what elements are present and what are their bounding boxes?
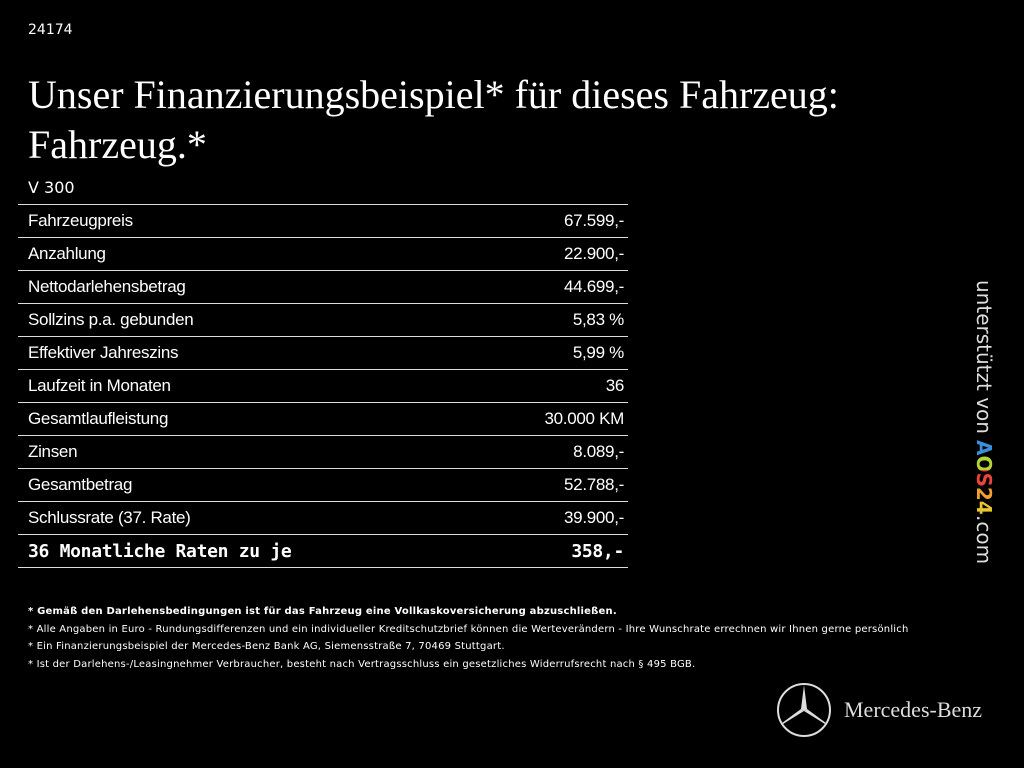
logo: Mercedes-Benz <box>776 682 982 738</box>
sidebar: unterstützt von AOS24.com <box>972 280 996 564</box>
row-value: 358,- <box>571 540 624 562</box>
table-row: Anzahlung 22.900,- <box>18 238 628 271</box>
listing-id: 24174 <box>28 22 73 38</box>
table-row: Zinsen 8.089,- <box>18 436 628 469</box>
row-value: 39.900,- <box>564 508 624 527</box>
logo-text: Mercedes-Benz <box>844 697 983 722</box>
row-label: Laufzeit in Monaten <box>28 376 171 395</box>
row-label: Fahrzeugpreis <box>28 211 133 230</box>
row-label: 36 Monatliche Raten zu je <box>28 540 292 562</box>
row-label: Nettodarlehensbetrag <box>28 277 186 296</box>
brand: AOS24 <box>972 440 996 516</box>
table-row: Fahrzeugpreis 67.599,- <box>18 205 628 238</box>
title-line: Fahrzeug.* <box>28 122 207 167</box>
logo-star <box>777 683 831 737</box>
footnote: * Gemäß den Darlehensbedingungen ist für… <box>28 606 617 617</box>
row-label: Schlussrate (37. Rate) <box>28 508 191 527</box>
table-row: Effektiver Jahreszins 5,99 % <box>18 337 628 370</box>
row-value: 52.788,- <box>564 475 624 494</box>
table-row: Gesamtlaufleistung 30.000 KM <box>18 403 628 436</box>
sidebar-prefix: unterstützt von <box>972 280 996 434</box>
table-row: Sollzins p.a. gebunden 5,83 % <box>18 304 628 337</box>
title-line: Unser Finanzierungsbeispiel* für dieses … <box>28 72 839 117</box>
finance-table: Fahrzeugpreis 67.599,- Anzahlung 22.900,- Ne… <box>18 204 628 568</box>
row-value: 8.089,- <box>573 442 624 461</box>
row-label: Gesamtbetrag <box>28 475 133 494</box>
row-value: 44.699,- <box>564 277 624 296</box>
row-label: Zinsen <box>28 442 78 461</box>
table-row: Nettodarlehensbetrag 44.699,- <box>18 271 628 304</box>
row-label: Effektiver Jahreszins <box>28 343 179 362</box>
footnote: * Ist der Darlehens-/Leasingnehmer Verbr… <box>28 658 696 670</box>
row-value: 67.599,- <box>564 211 624 230</box>
title: Unser Finanzierungsbeispiel* für dieses … <box>28 70 839 170</box>
sidebar-suffix: .com <box>972 515 996 565</box>
row-value: 30.000 KM <box>544 409 624 428</box>
table-row: Schlussrate (37. Rate) 39.900,- <box>18 502 628 535</box>
row-value: 5,83 % <box>572 310 624 329</box>
table-row: Laufzeit in Monaten 36 <box>18 370 628 403</box>
table-row: Gesamtbetrag 52.788,- <box>18 469 628 502</box>
row-value: 5,99 % <box>572 343 624 362</box>
footnote: * Ein Finanzierungsbeispiel der Mercedes… <box>28 641 505 652</box>
row-label: Anzahlung <box>28 244 106 263</box>
model: V 300 <box>28 178 75 197</box>
row-label: Gesamtlaufleistung <box>28 409 169 428</box>
footnotes: * Gemäß den Darlehensbedingungen ist für… <box>28 603 909 673</box>
row-value: 36 <box>605 376 625 395</box>
table-row: 36 Monatliche Raten zu je 358,- <box>18 535 628 568</box>
row-label: Sollzins p.a. gebunden <box>28 310 194 329</box>
footnote: * Alle Angaben in Euro - Rundungsdiffere… <box>28 623 909 635</box>
row-value: 22.900,- <box>564 244 624 263</box>
